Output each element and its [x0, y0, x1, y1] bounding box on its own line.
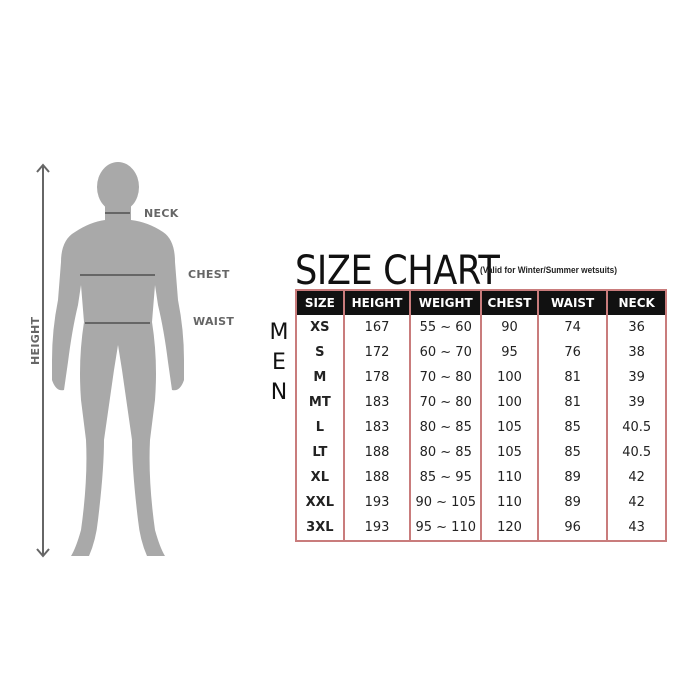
table-row: S 172 60 ~ 70 95 76 38 — [295, 340, 666, 365]
cell-chest: 110 — [480, 465, 538, 490]
waist-label: WAIST — [193, 315, 235, 328]
cell-size: MT — [295, 390, 344, 415]
cell-height: 178 — [342, 365, 411, 390]
cell-neck: 36 — [606, 315, 666, 340]
cell-size: XL — [295, 465, 344, 490]
cell-waist: 89 — [536, 490, 608, 515]
chart-title: SIZE CHART — [295, 248, 500, 294]
cell-waist: 76 — [536, 340, 608, 365]
table-row: XL 188 85 ~ 95 110 89 42 — [295, 465, 666, 490]
cell-chest: 120 — [480, 515, 538, 541]
cell-waist: 74 — [536, 315, 608, 340]
cell-neck: 43 — [606, 515, 666, 541]
cell-neck: 38 — [606, 340, 666, 365]
measure-lines — [80, 212, 155, 324]
cell-size: 3XL — [295, 515, 344, 541]
cell-weight: 60 ~ 70 — [409, 340, 482, 365]
cell-weight: 70 ~ 80 — [409, 365, 482, 390]
table-row: LT 188 80 ~ 85 105 85 40.5 — [295, 440, 666, 465]
table-row: 3XL 193 95 ~ 110 120 96 43 — [295, 515, 666, 541]
cell-chest: 100 — [480, 390, 538, 415]
column-header-neck: NECK — [606, 290, 666, 315]
column-header-height: HEIGHT — [342, 290, 411, 315]
cell-weight: 80 ~ 85 — [409, 440, 482, 465]
cell-chest: 105 — [480, 415, 538, 440]
column-header-chest: CHEST — [480, 290, 538, 315]
cell-chest: 95 — [480, 340, 538, 365]
column-header-waist: WAIST — [536, 290, 608, 315]
cell-weight: 70 ~ 80 — [409, 390, 482, 415]
cell-chest: 105 — [480, 440, 538, 465]
cell-waist: 85 — [536, 440, 608, 465]
cell-weight: 85 ~ 95 — [409, 465, 482, 490]
men-letter: M — [269, 320, 289, 345]
cell-height: 188 — [342, 440, 411, 465]
cell-height: 193 — [342, 490, 411, 515]
column-header-size: SIZE — [295, 290, 344, 315]
men-label: M E N — [268, 318, 290, 408]
table-header-row: SIZE HEIGHT WEIGHT CHEST WAIST NECK — [295, 290, 666, 315]
body-silhouette — [36, 162, 184, 558]
cell-chest: 100 — [480, 365, 538, 390]
height-label: HEIGHT — [29, 316, 42, 365]
neck-label: NECK — [144, 207, 179, 220]
table-row: L 183 80 ~ 85 105 85 40.5 — [295, 415, 666, 440]
cell-size: S — [295, 340, 344, 365]
cell-height: 193 — [342, 515, 411, 541]
cell-neck: 42 — [606, 490, 666, 515]
cell-waist: 81 — [536, 390, 608, 415]
cell-size: LT — [295, 440, 344, 465]
column-header-weight: WEIGHT — [409, 290, 482, 315]
cell-weight: 95 ~ 110 — [409, 515, 482, 541]
cell-neck: 40.5 — [606, 415, 666, 440]
cell-weight: 55 ~ 60 — [409, 315, 482, 340]
men-letter: E — [272, 350, 286, 375]
cell-neck: 39 — [606, 390, 666, 415]
height-arrow — [36, 163, 50, 558]
cell-waist: 85 — [536, 415, 608, 440]
size-table: SIZE HEIGHT WEIGHT CHEST WAIST NECK XS 167 55 ~… — [295, 289, 667, 542]
cell-size: XXL — [295, 490, 344, 515]
cell-waist: 89 — [536, 465, 608, 490]
men-letter: N — [270, 380, 288, 405]
table-row: XS 167 55 ~ 60 90 74 36 — [295, 315, 666, 340]
cell-height: 183 — [342, 415, 411, 440]
chart-subtitle: (Valid for Winter/Summer wetsuits) — [480, 265, 618, 275]
cell-chest: 90 — [480, 315, 538, 340]
cell-chest: 110 — [480, 490, 538, 515]
table-row: XXL 193 90 ~ 105 110 89 42 — [295, 490, 666, 515]
cell-height: 188 — [342, 465, 411, 490]
cell-waist: 81 — [536, 365, 608, 390]
cell-size: M — [295, 365, 344, 390]
cell-height: 183 — [342, 390, 411, 415]
human-figure — [52, 162, 184, 556]
cell-size: XS — [295, 315, 344, 340]
cell-waist: 96 — [536, 515, 608, 541]
table-row: M 178 70 ~ 80 100 81 39 — [295, 365, 666, 390]
table-row: MT 183 70 ~ 80 100 81 39 — [295, 390, 666, 415]
cell-weight: 90 ~ 105 — [409, 490, 482, 515]
cell-neck: 39 — [606, 365, 666, 390]
cell-neck: 42 — [606, 465, 666, 490]
chest-label: CHEST — [188, 268, 230, 281]
cell-weight: 80 ~ 85 — [409, 415, 482, 440]
cell-size: L — [295, 415, 344, 440]
cell-neck: 40.5 — [606, 440, 666, 465]
cell-height: 172 — [342, 340, 411, 365]
cell-height: 167 — [342, 315, 411, 340]
